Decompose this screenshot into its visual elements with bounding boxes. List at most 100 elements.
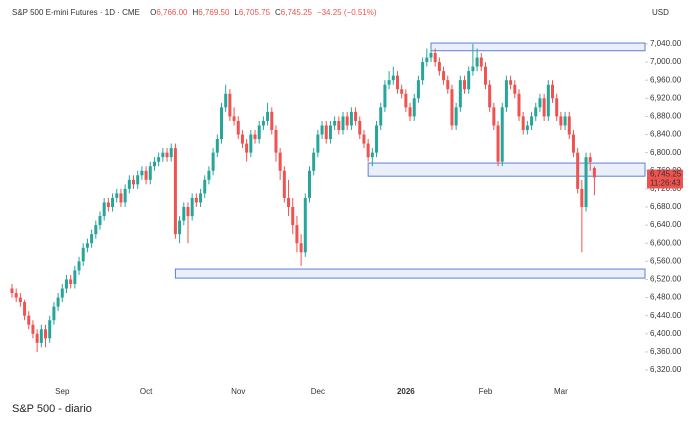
- candle-body: [182, 206, 186, 221]
- candle-body: [119, 193, 123, 203]
- candle-body: [576, 152, 580, 189]
- candle-body: [115, 193, 119, 198]
- y-tick-label: 7,000.00: [650, 57, 682, 66]
- candle-body: [504, 80, 508, 108]
- candle-body: [571, 134, 575, 153]
- candle-body: [551, 84, 555, 99]
- y-tick-label: 7,040.00: [650, 39, 682, 48]
- candle-body: [324, 125, 328, 140]
- zone: [367, 162, 646, 177]
- candle-body: [400, 89, 404, 94]
- y-tick-label: 6,480.00: [650, 293, 682, 302]
- x-tick-label: Dec: [311, 387, 325, 396]
- candle-body: [450, 89, 454, 126]
- candle-body: [178, 220, 182, 235]
- x-tick-label: Mar: [554, 387, 568, 396]
- candle-body: [408, 107, 412, 117]
- y-tick-label: 6,920.00: [650, 93, 682, 102]
- candle-body: [542, 98, 546, 117]
- candle-body: [23, 302, 27, 316]
- candle-body: [429, 53, 433, 58]
- last-price-label: 6,745.25: [650, 170, 682, 179]
- zone: [430, 42, 646, 52]
- field-value: 6,769.50: [198, 8, 230, 17]
- candle-body: [56, 297, 60, 307]
- candle-body: [132, 179, 136, 185]
- candle-body: [207, 170, 211, 180]
- change: −34.25 (−0.51%): [317, 8, 377, 17]
- candle-body: [416, 80, 420, 99]
- candle-body: [563, 116, 567, 126]
- candle-body: [366, 143, 370, 158]
- candle-body: [270, 111, 274, 130]
- candle-body: [383, 84, 387, 108]
- candle-body: [253, 134, 257, 140]
- candle-body: [588, 157, 592, 162]
- candle-body: [287, 197, 291, 207]
- candle-body: [345, 116, 349, 126]
- candle-body: [354, 111, 358, 121]
- candle-body: [157, 157, 161, 162]
- x-tick-label: Oct: [140, 387, 153, 396]
- x-tick-label: Nov: [231, 387, 245, 396]
- candle-body: [446, 80, 450, 90]
- field-value: 6,766.00: [156, 8, 188, 17]
- chart: S&P 500 E-mini Futures · 1D · CME O6,766…: [10, 8, 683, 396]
- candle-body: [375, 125, 379, 153]
- candle-body: [144, 170, 148, 180]
- candle-body: [467, 71, 471, 90]
- candle-body: [379, 107, 383, 126]
- candle-body: [358, 120, 362, 135]
- candle-body: [106, 202, 110, 207]
- y-tick-label: 6,640.00: [650, 220, 682, 229]
- y-tick-label: 6,400.00: [650, 329, 682, 338]
- x-tick-label: Sep: [55, 387, 70, 396]
- candle-body: [530, 116, 534, 126]
- candle-body: [161, 152, 165, 158]
- y-tick-label: 6,600.00: [650, 238, 682, 247]
- currency: USD: [652, 8, 669, 17]
- y-tick-label: 6,560.00: [650, 256, 682, 265]
- y-tick-label: 6,320.00: [650, 365, 682, 374]
- candle-body: [458, 80, 462, 108]
- candle-body: [538, 98, 542, 108]
- candle-body: [274, 130, 278, 153]
- candle-body: [203, 179, 207, 194]
- candle-body: [303, 197, 307, 253]
- y-tick-label: 6,440.00: [650, 311, 682, 320]
- candle-body: [31, 324, 35, 334]
- x-tick-label: 2026: [397, 387, 415, 396]
- candle-body: [194, 197, 198, 203]
- candle-body: [127, 179, 131, 189]
- candle-body: [525, 125, 529, 130]
- candle-body: [140, 170, 144, 176]
- field-name: C: [275, 8, 281, 17]
- candle-body: [299, 243, 303, 253]
- candle-body: [73, 270, 77, 284]
- y-tick-label: 6,680.00: [650, 202, 682, 211]
- candle-body: [463, 80, 467, 90]
- candle-body: [333, 120, 337, 126]
- candle-body: [421, 62, 425, 81]
- candle-body: [320, 125, 324, 135]
- candle-body: [245, 143, 249, 153]
- candle-body: [291, 206, 295, 226]
- candle-body: [500, 107, 504, 162]
- field-value: 6,745.25: [281, 8, 313, 17]
- candle-body: [580, 188, 584, 207]
- candle-body: [488, 84, 492, 108]
- candle-body: [567, 116, 571, 135]
- candle-body: [240, 134, 244, 144]
- candle-body: [555, 98, 559, 117]
- candle-body: [475, 57, 479, 67]
- candle-body: [479, 57, 483, 67]
- candle-body: [412, 98, 416, 117]
- candle-body: [60, 288, 64, 298]
- candle-body: [307, 170, 311, 198]
- candle-body: [228, 93, 232, 117]
- chart-header: S&P 500 E-mini Futures · 1D · CME O6,766…: [12, 8, 377, 17]
- y-tick-label: 6,360.00: [650, 347, 682, 356]
- candle-body: [341, 116, 345, 130]
- candle-body: [94, 225, 98, 235]
- y-tick-label: 6,800.00: [650, 148, 682, 157]
